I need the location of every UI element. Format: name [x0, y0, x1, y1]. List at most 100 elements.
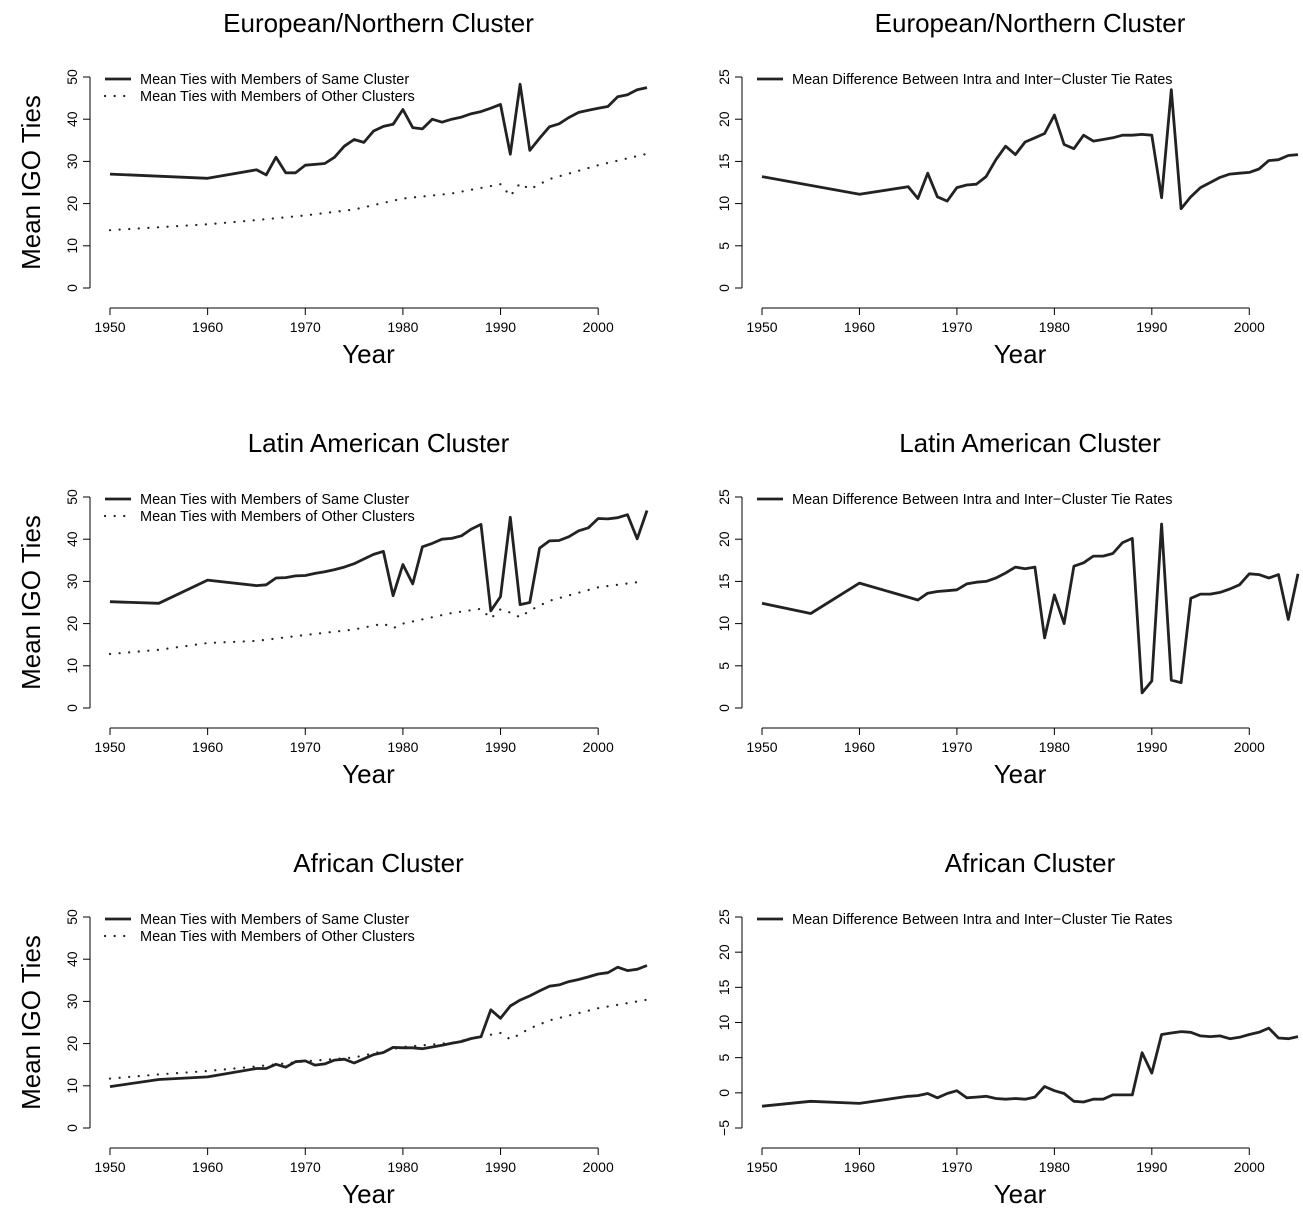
x-axis-label: Year	[994, 1179, 1047, 1209]
y-tick-label: −5	[716, 1120, 732, 1136]
x-tick-label: 1980	[1039, 739, 1070, 755]
y-tick-label: 40	[64, 531, 80, 547]
x-tick-label: 2000	[583, 1159, 614, 1175]
y-tick-label: 50	[64, 489, 80, 505]
legend-label: Mean Ties with Members of Other Clusters	[140, 929, 415, 945]
x-tick-label: 1960	[192, 739, 223, 755]
x-tick-label: 2000	[1234, 739, 1265, 755]
chart-panel-2: European/Northern Cluster 0 5 10 15 20 25 1950 1…	[716, 8, 1299, 369]
x-tick-label: 1950	[94, 319, 125, 335]
chart-panel-3: Latin American Cluster 0 10 20 30 40 50 1950 196…	[16, 428, 649, 789]
y-tick-label: 25	[716, 69, 732, 85]
y-tick-label: 0	[64, 284, 80, 292]
x-axis-label: Year	[994, 339, 1047, 369]
x-tick-label: 1970	[290, 1159, 321, 1175]
x-tick-label: 1980	[1039, 319, 1070, 335]
x-tick-label: 1950	[746, 739, 777, 755]
y-tick-label: 20	[64, 196, 80, 212]
y-tick-label: 0	[716, 1089, 732, 1097]
x-tick-label: 1990	[485, 1159, 516, 1175]
x-tick-label: 1950	[94, 739, 125, 755]
legend-label: Mean Ties with Members of Other Clusters	[140, 509, 415, 525]
x-tick-label: 2000	[583, 319, 614, 335]
x-tick-label: 1980	[387, 739, 418, 755]
x-tick-label: 1970	[290, 319, 321, 335]
y-tick-label: 50	[64, 69, 80, 85]
y-tick-label: 5	[716, 662, 732, 670]
y-tick-label: 10	[64, 1078, 80, 1094]
y-tick-label: 0	[716, 284, 732, 292]
y-tick-label: 15	[716, 979, 732, 995]
y-tick-label: 10	[64, 238, 80, 254]
series-line-2	[108, 581, 639, 656]
chart-title: European/Northern Cluster	[223, 8, 534, 38]
x-tick-label: 1970	[941, 739, 972, 755]
x-tick-label: 1960	[844, 739, 875, 755]
x-tick-label: 1950	[94, 1159, 125, 1175]
x-tick-label: 1950	[746, 319, 777, 335]
y-axis-label: Mean IGO Ties	[16, 515, 46, 690]
x-tick-label: 1970	[290, 739, 321, 755]
x-tick-label: 1980	[387, 319, 418, 335]
x-tick-label: 2000	[583, 739, 614, 755]
x-tick-label: 1990	[1136, 1159, 1167, 1175]
y-tick-label: 50	[64, 909, 80, 925]
y-tick-label: 5	[716, 242, 732, 250]
x-tick-label: 1990	[485, 739, 516, 755]
y-tick-label: 10	[716, 196, 732, 212]
legend-label: Mean Ties with Members of Same Cluster	[140, 72, 409, 88]
chart-title: African Cluster	[293, 848, 464, 878]
series-line-1	[109, 510, 649, 613]
y-tick-label: 20	[716, 111, 732, 127]
x-tick-label: 1970	[941, 1159, 972, 1175]
y-tick-label: 40	[64, 111, 80, 127]
x-tick-label: 1980	[387, 1159, 418, 1175]
legend-label: Mean Ties with Members of Same Cluster	[140, 912, 409, 928]
y-tick-label: 0	[64, 1124, 80, 1132]
y-axis-label: Mean IGO Ties	[16, 95, 46, 270]
series-line-2	[108, 998, 649, 1080]
y-tick-label: 30	[64, 573, 80, 589]
series-line-1	[761, 522, 1300, 695]
y-tick-label: 10	[64, 658, 80, 674]
x-axis-label: Year	[342, 1179, 395, 1209]
x-axis-label: Year	[994, 759, 1047, 789]
y-axis-label: Mean IGO Ties	[16, 935, 46, 1110]
chart-title: European/Northern Cluster	[875, 8, 1186, 38]
x-tick-label: 1960	[844, 319, 875, 335]
legend-label: Mean Ties with Members of Same Cluster	[140, 492, 409, 508]
x-tick-label: 1990	[1136, 319, 1167, 335]
series-line-2	[108, 152, 649, 232]
x-tick-label: 2000	[1234, 1159, 1265, 1175]
y-tick-label: 5	[716, 1054, 732, 1062]
x-tick-label: 2000	[1234, 319, 1265, 335]
y-tick-label: 20	[716, 531, 732, 547]
chart-title: African Cluster	[945, 848, 1116, 878]
y-tick-label: 30	[64, 993, 80, 1009]
y-tick-label: 0	[64, 704, 80, 712]
y-tick-label: 25	[716, 489, 732, 505]
chart-title: Latin American Cluster	[248, 428, 510, 458]
x-tick-label: 1990	[1136, 739, 1167, 755]
legend-label: Mean Difference Between Intra and Inter−…	[792, 492, 1173, 508]
y-tick-label: 10	[716, 1015, 732, 1031]
series-line-1	[109, 964, 648, 1088]
x-axis-label: Year	[342, 759, 395, 789]
series-line-1	[761, 88, 1299, 211]
y-tick-label: 20	[64, 616, 80, 632]
y-tick-label: 20	[64, 1036, 80, 1052]
y-tick-label: 10	[716, 616, 732, 632]
x-tick-label: 1990	[485, 319, 516, 335]
series-line-1	[761, 1026, 1299, 1108]
chart-panel-4: Latin American Cluster 0 5 10 15 20 25 1950 1960…	[716, 428, 1300, 789]
x-tick-label: 1980	[1039, 1159, 1070, 1175]
y-tick-label: 20	[716, 944, 732, 960]
x-tick-label: 1950	[746, 1159, 777, 1175]
y-tick-label: 0	[716, 704, 732, 712]
chart-panel-1: European/Northern Cluster 0 10 20 30 40 50 1950…	[16, 8, 649, 369]
series-line-1	[109, 82, 648, 180]
x-tick-label: 1960	[192, 319, 223, 335]
chart-panel-5: African Cluster 0 10 20 30 40 50 1950 1960 1970 19…	[16, 848, 649, 1209]
y-tick-label: 25	[716, 909, 732, 925]
